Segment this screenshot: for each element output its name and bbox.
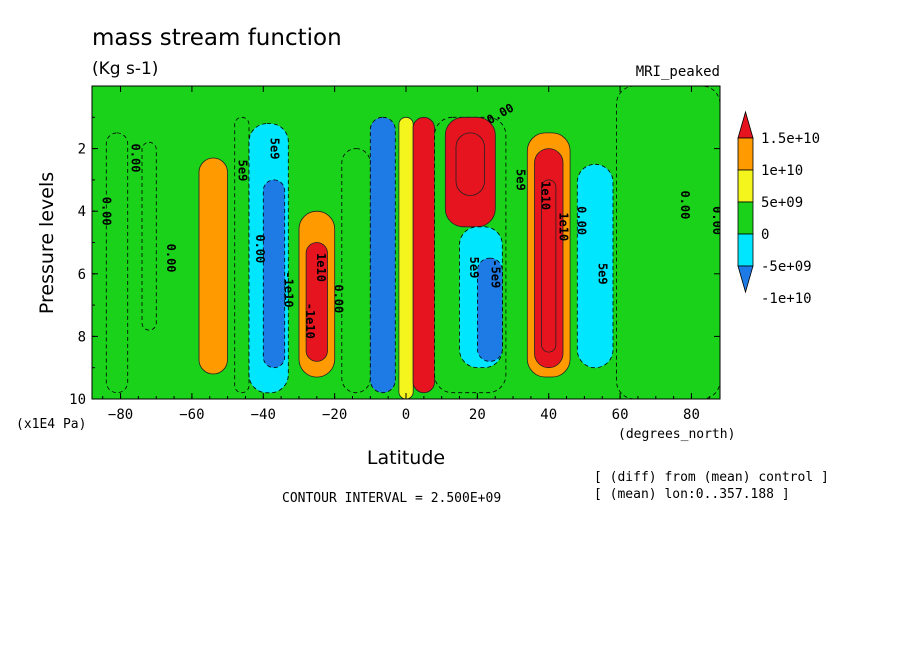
colorbar-label: -1e+10 xyxy=(761,291,812,307)
x-axis: −80 −60 −40 −20 0 20 40 60 80 xyxy=(102,86,710,423)
x-tick-label: −20 xyxy=(322,407,347,423)
colorbar: 1.5e+10 1e+10 5e+09 0 -5e+09 -1e+10 xyxy=(737,110,820,307)
x-tick-label: 40 xyxy=(540,407,557,423)
contour-label: -1e10 xyxy=(303,303,317,339)
contour-cell-16 xyxy=(476,257,503,362)
contour-cell-14 xyxy=(455,132,485,196)
contour-cell-21 xyxy=(616,86,720,399)
contour-label: 0.00 xyxy=(710,206,724,235)
contour-cell-10 xyxy=(398,116,414,399)
contour-label: 0.00 xyxy=(128,144,142,173)
contour-label: 1e10 xyxy=(314,253,328,282)
colorbar-label: 0 xyxy=(761,227,769,243)
contour-cell-11 xyxy=(412,116,435,394)
contour-label: -1e10 xyxy=(282,271,296,307)
colorbar-swatch xyxy=(737,265,754,294)
chart-title: mass stream function xyxy=(92,25,342,51)
x-tick-label: 80 xyxy=(683,407,700,423)
y-tick-label: 4 xyxy=(78,204,86,220)
contour-cell-1 xyxy=(141,141,157,331)
contour-cell-0 xyxy=(105,132,129,394)
contour-label: 5e9 xyxy=(235,160,249,182)
chart-subtitle: (Kg s-1) xyxy=(92,59,158,79)
x-tick-label: −60 xyxy=(179,407,204,423)
contour-label: 0.00 xyxy=(332,284,346,313)
x-tick-label: −40 xyxy=(251,407,276,423)
y-axis: 2 4 6 8 10 xyxy=(69,116,720,408)
colorbar-label: 1e+10 xyxy=(761,163,803,179)
y-axis-units: (x1E4 Pa) xyxy=(16,417,86,432)
contour-label: 0.00 xyxy=(253,234,267,263)
contour-label: 5e9 xyxy=(514,169,528,191)
x-axis-label: Latitude xyxy=(367,447,445,469)
contour-label: 0.00 xyxy=(678,190,692,219)
plot-area: 0.00 0.00 0.00 5e9 5e9 0.00 -1e10 -1e10 1e10 0.00… xyxy=(69,85,724,423)
contour-cell-20 xyxy=(576,163,614,369)
y-tick-label: 10 xyxy=(69,392,86,408)
colorbar-label: 1.5e+10 xyxy=(761,131,820,147)
dataset-label: MRI_peaked xyxy=(636,64,720,80)
contour-label: 1e10 xyxy=(539,181,553,210)
contour-label: 5e9 xyxy=(596,263,610,285)
y-axis-label: Pressure levels xyxy=(36,172,58,314)
contour-label: 0.00 xyxy=(100,197,114,226)
contour-cell-9 xyxy=(369,116,396,394)
contour-cell-19 xyxy=(541,179,557,353)
contour-fill-layer xyxy=(105,86,720,399)
contour-cell-7 xyxy=(305,242,328,362)
x-tick-label: 20 xyxy=(469,407,486,423)
contour-label-layer: 0.00 0.00 0.00 5e9 5e9 0.00 -1e10 -1e10 1e10 0.00… xyxy=(100,101,724,339)
contour-cell-2 xyxy=(198,157,228,375)
note-mean: [ (mean) lon:0..357.188 ] xyxy=(594,487,790,502)
colorbar-swatch xyxy=(737,169,754,203)
x-tick-label: 0 xyxy=(402,407,410,423)
contour-label: -5e9 xyxy=(489,259,503,288)
contour-label: 1e10 xyxy=(556,212,570,241)
colorbar-swatch xyxy=(737,201,754,235)
y-tick-label: 2 xyxy=(78,142,86,158)
contour-cell-3 xyxy=(234,116,250,394)
colorbar-swatch xyxy=(737,233,754,267)
y-tick-label: 8 xyxy=(78,329,86,345)
x-tick-label: −80 xyxy=(108,407,133,423)
contour-interval-text: CONTOUR INTERVAL = 2.500E+09 xyxy=(282,491,501,506)
contour-label: 5e9 xyxy=(467,257,481,279)
contour-label: 0.00 xyxy=(574,206,588,235)
contour-label: 0.00 xyxy=(164,244,178,273)
y-tick-label: 6 xyxy=(78,267,86,283)
contour-label: 5e9 xyxy=(267,138,281,160)
colorbar-label: 5e+09 xyxy=(761,195,803,211)
colorbar-swatch xyxy=(737,137,754,171)
contour-cell-8 xyxy=(341,148,371,394)
note-diff: [ (diff) from (mean) control ] xyxy=(594,470,829,485)
colorbar-swatch xyxy=(737,110,754,139)
contour-cell-5 xyxy=(262,179,286,369)
x-tick-label: 60 xyxy=(612,407,629,423)
x-axis-units: (degrees_north) xyxy=(618,427,735,442)
colorbar-label: -5e+09 xyxy=(761,259,812,275)
